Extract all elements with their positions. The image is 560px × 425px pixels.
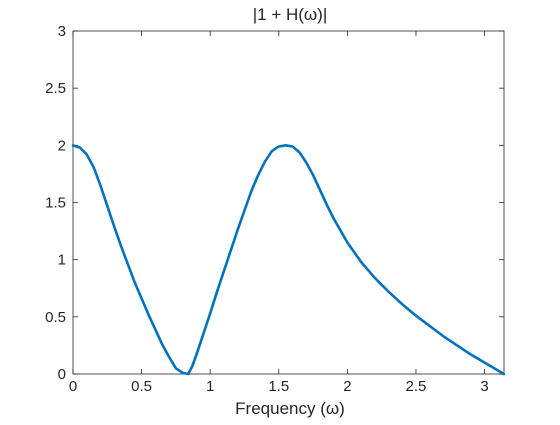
x-tick-label: 1 — [206, 378, 214, 395]
plot-frame — [73, 31, 504, 374]
y-tick-label: 0.5 — [45, 309, 66, 326]
x-tick-label: 1.5 — [268, 378, 289, 395]
x-tick-label: 2 — [343, 378, 351, 395]
y-tick-label: 2 — [58, 137, 66, 154]
y-tick-label: 1.5 — [45, 195, 66, 212]
y-tick-label: 0 — [58, 366, 66, 383]
y-tick-label: 1 — [58, 252, 66, 269]
chart-title: |1 + H(ω)| — [253, 5, 328, 24]
x-tick-label: 2.5 — [406, 378, 427, 395]
plot-area — [73, 31, 504, 374]
x-tick-label: 0 — [69, 378, 77, 395]
y-tick-label: 2.5 — [45, 80, 66, 97]
x-tick-label: 0.5 — [131, 378, 152, 395]
x-tick-label: 3 — [480, 378, 488, 395]
y-tick-label: 3 — [58, 23, 66, 40]
x-axis-title: Frequency (ω) — [235, 399, 345, 418]
